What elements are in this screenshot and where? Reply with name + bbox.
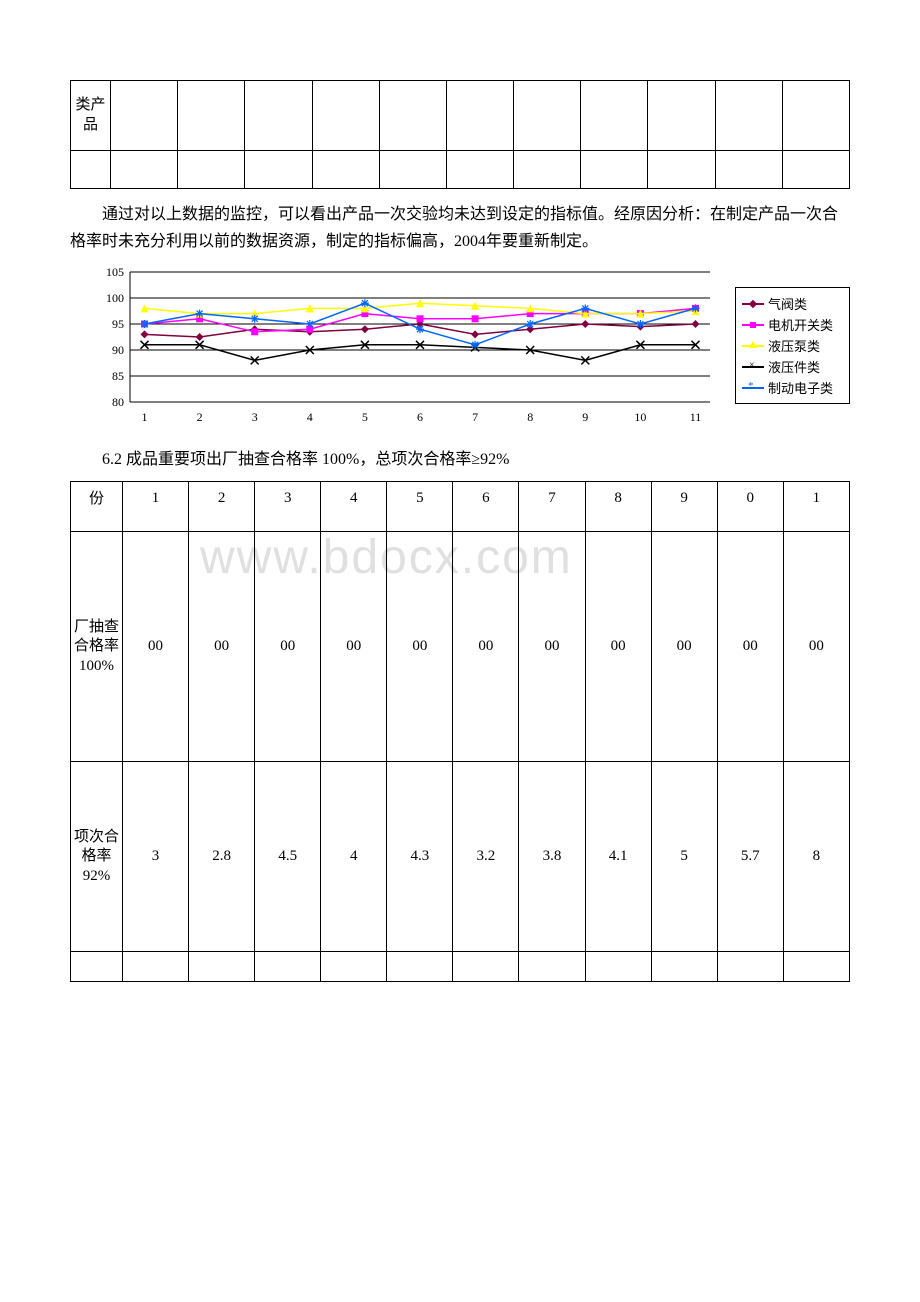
data-cell: 3.8 <box>519 762 585 952</box>
chart-legend: 气阀类 电机开关类 液压泵类 × 液压件类 * 制动电子类 <box>735 287 850 404</box>
chart-svg: 80 85 90 95 100 105 1 2 3 4 5 6 7 8 9 10 11 <box>80 267 720 427</box>
header-cell: 9 <box>651 482 717 532</box>
svg-text:2: 2 <box>197 410 203 424</box>
svg-text:80: 80 <box>112 395 124 409</box>
svg-text:105: 105 <box>106 267 124 279</box>
line-chart: 80 85 90 95 100 105 1 2 3 4 5 6 7 8 9 10 11 气阀类 电机开关类 液压… <box>80 267 860 427</box>
data-cell: 5.7 <box>717 762 783 952</box>
legend-label: 制动电子类 <box>768 378 833 397</box>
legend-label: 液压泵类 <box>768 336 820 355</box>
header-cell: 1 <box>123 482 189 532</box>
table-row <box>71 151 850 189</box>
svg-text:7: 7 <box>472 410 478 424</box>
svg-text:1: 1 <box>142 410 148 424</box>
data-cell: 00 <box>123 532 189 762</box>
header-cell: 5 <box>387 482 453 532</box>
legend-item: × 液压件类 <box>742 357 843 376</box>
data-cell: 4 <box>321 762 387 952</box>
svg-text:6: 6 <box>417 410 423 424</box>
data-cell: 4.5 <box>255 762 321 952</box>
data-cell: 00 <box>585 532 651 762</box>
header-cell: 4 <box>321 482 387 532</box>
legend-label: 气阀类 <box>768 294 807 313</box>
svg-text:8: 8 <box>527 410 533 424</box>
table-row: 厂抽查合格率100% 00 00 00 00 00 00 00 00 00 00… <box>71 532 850 762</box>
svg-text:95: 95 <box>112 317 124 331</box>
header-cell: 0 <box>717 482 783 532</box>
data-cell: 00 <box>453 532 519 762</box>
page-content: 类产品 通过对以上数据的监控，可以看出产品一次交验均未达到设定的指标值。经原因分… <box>70 80 850 982</box>
top-partial-table: 类产品 <box>70 80 850 189</box>
data-cell: 3 <box>123 762 189 952</box>
svg-text:5: 5 <box>362 410 368 424</box>
table-header-row: 份 1 2 3 4 5 6 7 8 9 0 1 <box>71 482 850 532</box>
data-cell: 00 <box>321 532 387 762</box>
table-row: 项次合格率92% 3 2.8 4.5 4 4.3 3.2 3.8 4.1 5 5… <box>71 762 850 952</box>
header-first-cell: 份 <box>71 482 123 532</box>
pass-rate-table: 份 1 2 3 4 5 6 7 8 9 0 1 厂抽查合格率100% 00 00… <box>70 481 850 982</box>
data-cell: 5 <box>651 762 717 952</box>
header-cell: 8 <box>585 482 651 532</box>
table-row: 类产品 <box>71 81 850 151</box>
row-label-cell: 厂抽查合格率100% <box>71 532 123 762</box>
legend-item: 液压泵类 <box>742 336 843 355</box>
analysis-paragraph: 通过对以上数据的监控，可以看出产品一次交验均未达到设定的指标值。经原因分析：在制… <box>70 201 850 255</box>
data-cell: 8 <box>783 762 849 952</box>
svg-text:85: 85 <box>112 369 124 383</box>
data-cell: 00 <box>519 532 585 762</box>
svg-text:4: 4 <box>307 410 313 424</box>
data-cell: 00 <box>189 532 255 762</box>
data-cell: 2.8 <box>189 762 255 952</box>
row-label-cell: 类产品 <box>71 81 111 151</box>
data-cell: 00 <box>717 532 783 762</box>
legend-label: 电机开关类 <box>768 315 833 334</box>
data-cell: 3.2 <box>453 762 519 952</box>
data-cell: 00 <box>783 532 849 762</box>
svg-text:3: 3 <box>252 410 258 424</box>
data-cell: 00 <box>255 532 321 762</box>
data-cell: 00 <box>387 532 453 762</box>
svg-text:10: 10 <box>634 410 646 424</box>
row-label-cell: 项次合格率92% <box>71 762 123 952</box>
data-cell: 4.1 <box>585 762 651 952</box>
legend-label: 液压件类 <box>768 357 820 376</box>
data-cell: 00 <box>651 532 717 762</box>
svg-text:90: 90 <box>112 343 124 357</box>
svg-text:9: 9 <box>582 410 588 424</box>
header-cell: 2 <box>189 482 255 532</box>
header-cell: 1 <box>783 482 849 532</box>
header-cell: 6 <box>453 482 519 532</box>
svg-text:100: 100 <box>106 291 124 305</box>
svg-text:11: 11 <box>690 410 702 424</box>
section-subtitle: 6.2 成品重要项出厂抽查合格率 100%，总项次合格率≥92% <box>70 445 850 469</box>
legend-item: 气阀类 <box>742 294 843 313</box>
legend-item: * 制动电子类 <box>742 378 843 397</box>
legend-item: 电机开关类 <box>742 315 843 334</box>
header-cell: 7 <box>519 482 585 532</box>
header-cell: 3 <box>255 482 321 532</box>
data-cell: 4.3 <box>387 762 453 952</box>
table-row <box>71 952 850 982</box>
